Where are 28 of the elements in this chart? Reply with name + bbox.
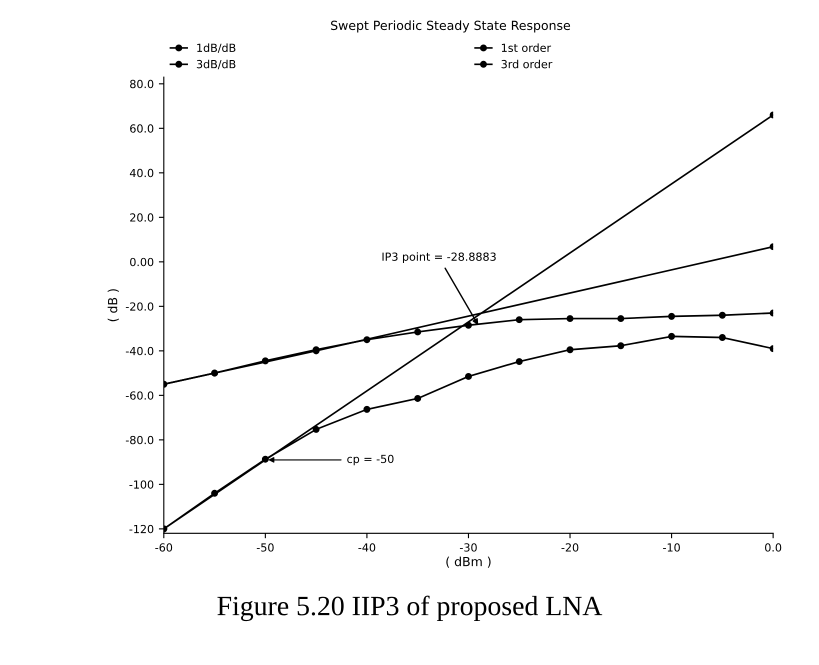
legend-label: 1st order bbox=[502, 43, 552, 52]
x-tick-label: 0.0 bbox=[765, 543, 782, 552]
legend-label: 3dB/dB bbox=[196, 60, 236, 70]
chart-title: Swept Periodic Steady State Response bbox=[331, 20, 570, 33]
x-tick-label: -50 bbox=[256, 543, 274, 552]
caption: Figure 5.20 IIP3 of proposed LNA bbox=[217, 596, 602, 622]
x-tick-label: -60 bbox=[155, 543, 172, 552]
x-tick-label: -10 bbox=[663, 543, 680, 552]
y-tick-label: -20.0 bbox=[126, 302, 154, 311]
legend-label: 1dB/dB bbox=[197, 43, 236, 53]
x-tick-label: -40 bbox=[358, 543, 376, 552]
y-tick-label: -80.0 bbox=[126, 436, 154, 444]
y-tick-label: -40.0 bbox=[126, 346, 154, 356]
y-tick-label: -120 bbox=[129, 524, 154, 534]
y-tick-label: 60.0 bbox=[130, 124, 154, 133]
x-axis-title: ( dBm ) bbox=[446, 556, 491, 568]
legend-label: 3rd order bbox=[502, 60, 552, 68]
y-tick-label: 20.0 bbox=[130, 213, 154, 222]
y-tick-label: 0.00 bbox=[130, 258, 154, 266]
y-tick-label: 40.0 bbox=[130, 168, 154, 178]
y-tick-label: -60.0 bbox=[126, 391, 154, 400]
y-tick-label: 80.0 bbox=[130, 80, 154, 88]
annotation: cp = -50 bbox=[347, 454, 394, 466]
x-tick-label: -30 bbox=[460, 543, 477, 552]
annotation: IP3 point = -28.8883 bbox=[382, 252, 496, 264]
y-tick-label: -100 bbox=[129, 480, 154, 489]
y-axis-title: ( dB ) bbox=[108, 289, 119, 322]
x-tick-label: -20 bbox=[561, 543, 578, 552]
